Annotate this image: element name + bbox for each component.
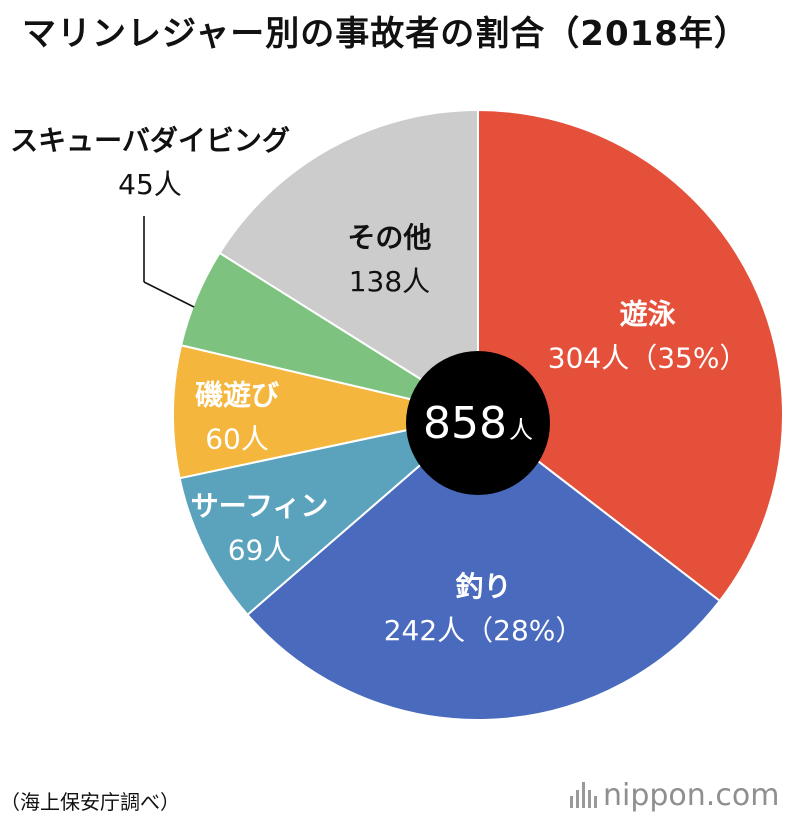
pie-slice: [178, 414, 479, 617]
center-total: 858人: [423, 398, 533, 449]
slice-value-label: 242人（28%）: [384, 614, 584, 647]
slice-name-label: 遊泳: [620, 297, 676, 330]
leader-line: [143, 281, 195, 308]
slice-value-label: 60人: [205, 422, 269, 455]
slice-value-label: 45人: [118, 168, 182, 201]
center-total-disc: [406, 351, 550, 495]
source-note: （海上保安庁調べ）: [0, 790, 180, 814]
slice-value-label: 69人: [228, 534, 292, 567]
slice-name-label: 釣り: [456, 570, 512, 603]
pie-slice: [246, 413, 722, 721]
total-unit: 人: [509, 416, 533, 444]
pie-slice: [172, 344, 479, 480]
chart-title: マリンレジャー別の事故者の割合（2018年）: [22, 14, 749, 54]
slice-name-label: スキューバダイビング: [10, 124, 290, 157]
total-value: 858: [423, 398, 507, 449]
pie-slice: [477, 108, 784, 603]
nippon-bars-icon: [570, 782, 597, 808]
brand-logo[interactable]: nippon.com: [570, 777, 780, 813]
slice-name-label: 磯遊び: [195, 378, 279, 411]
brand-text: nippon.com: [603, 777, 780, 813]
pie-slice: [218, 108, 479, 417]
slice-name-label: サーフィン: [191, 490, 329, 523]
slice-value-label: 138人: [349, 265, 430, 298]
slice-name-label: その他: [347, 221, 431, 254]
slice-value-label: 304人（35%）: [548, 341, 748, 374]
